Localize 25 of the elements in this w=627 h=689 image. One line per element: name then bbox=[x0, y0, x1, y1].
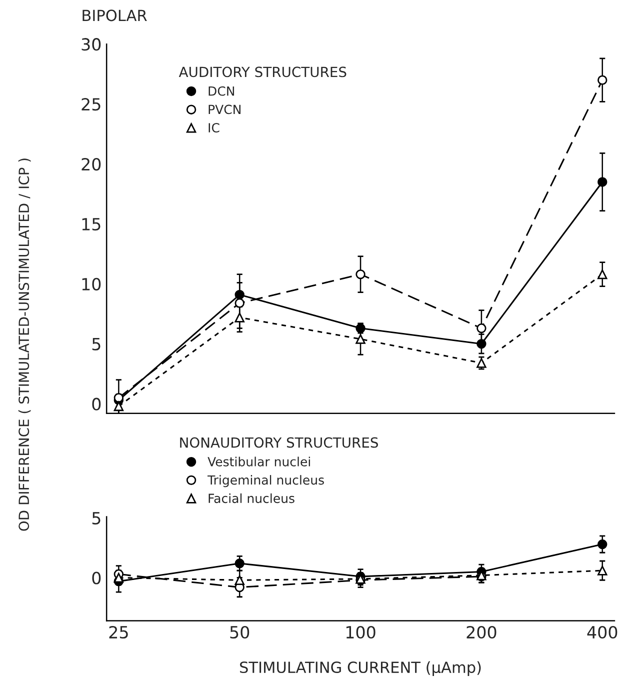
legend-label: Trigeminal nucleus bbox=[207, 475, 324, 488]
x-tick-label: 400 bbox=[587, 626, 618, 639]
legend-title: AUDITORY STRUCTURES bbox=[178, 66, 346, 78]
legend-label: IC bbox=[208, 123, 220, 132]
x-tick-label: 200 bbox=[466, 626, 496, 639]
x-tick-label: 50 bbox=[230, 626, 250, 639]
y-tick-label: 25 bbox=[82, 98, 100, 111]
legend-label: PVCN bbox=[208, 104, 240, 114]
legend-label: Vestibular nuclei bbox=[208, 456, 310, 466]
legend-label: Facial nucleus bbox=[208, 493, 294, 504]
x-axis-title: STIMULATING CURRENT (μAmp) bbox=[240, 661, 481, 676]
legend-title: NONAUDITORY STRUCTURES bbox=[180, 437, 378, 448]
chart-title: BIPOLAR bbox=[82, 10, 147, 22]
y-tick-label: 0 bbox=[92, 572, 101, 584]
y-axis-title: OD DIFFERENCE ( STIMULATED-UNSTIMULATED / ICP ) bbox=[18, 158, 31, 531]
x-tick-label: 100 bbox=[346, 626, 376, 639]
y-tick-label: 0 bbox=[92, 398, 101, 410]
y-tick-label: 10 bbox=[82, 278, 101, 290]
y-tick-label: 20 bbox=[82, 158, 101, 171]
y-tick-label: 5 bbox=[92, 512, 100, 525]
x-tick-label: 25 bbox=[109, 626, 128, 639]
y-tick-label: 5 bbox=[92, 338, 100, 350]
legend-label: DCN bbox=[208, 86, 234, 96]
y-tick-label: 30 bbox=[82, 38, 101, 51]
y-tick-label: 15 bbox=[82, 218, 100, 231]
